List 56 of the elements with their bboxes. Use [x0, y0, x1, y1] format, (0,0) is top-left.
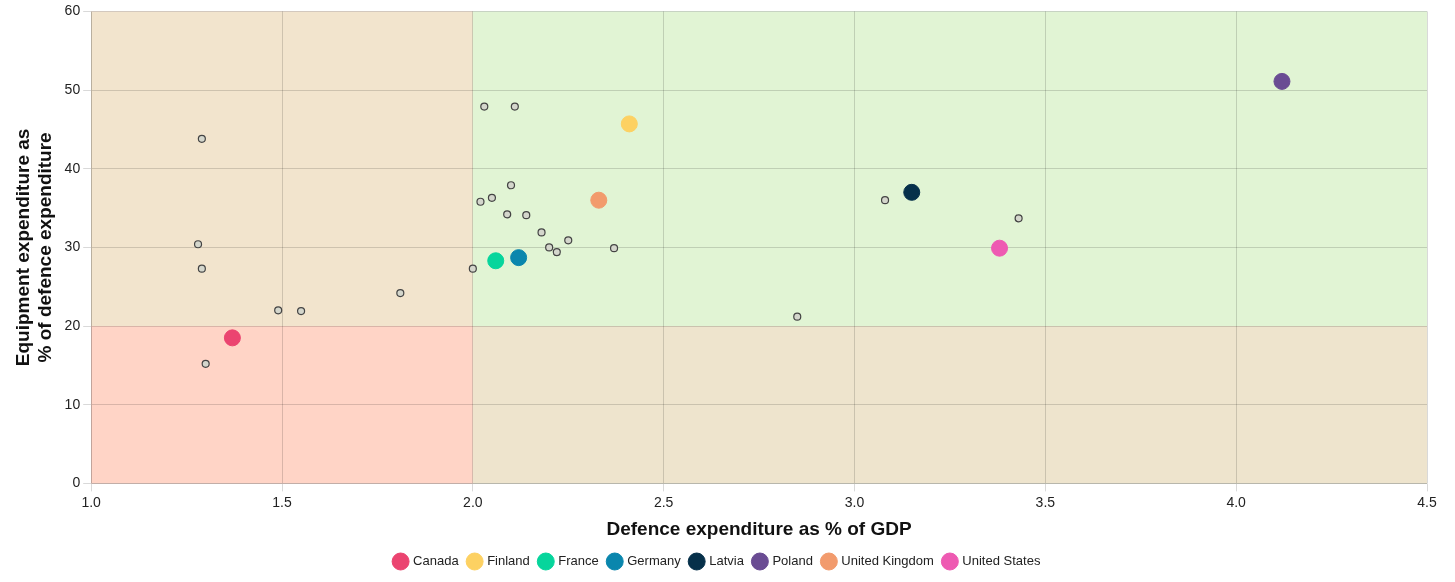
y-tick-label: 40 [64, 159, 81, 176]
point [503, 210, 512, 219]
point [274, 306, 283, 315]
legend-label: France [558, 553, 599, 569]
point [609, 244, 619, 253]
legend-label: Poland [772, 553, 813, 569]
x-axis-title: Defence expenditure as % of GDP [606, 517, 912, 539]
point [552, 248, 561, 257]
y-tick-label: 50 [64, 80, 81, 97]
point [590, 191, 608, 209]
x-tick-label: 4.0 [1226, 493, 1247, 510]
point [545, 243, 554, 252]
point [1273, 72, 1291, 90]
legend-label: United Kingdom [841, 553, 934, 569]
y-tick-label: 0 [72, 474, 81, 491]
x-tick-label: 1.0 [81, 493, 102, 510]
x-tick-label: 2.0 [463, 493, 483, 510]
legend-label: Latvia [709, 553, 745, 569]
point [880, 196, 890, 205]
point [510, 102, 519, 111]
point [564, 236, 573, 245]
legend-label: Germany [627, 553, 682, 569]
y-tick-label: 30 [64, 238, 81, 255]
y-tick-label: 60 [64, 2, 81, 19]
point [476, 197, 485, 206]
point [480, 102, 489, 111]
point [487, 252, 505, 270]
point [193, 240, 203, 249]
point [793, 312, 802, 321]
point [506, 181, 516, 190]
point [510, 249, 528, 267]
legend-label: Finland [487, 553, 530, 569]
point [537, 228, 546, 237]
point [223, 329, 241, 347]
legend-label: United States [962, 553, 1041, 569]
point [197, 134, 206, 143]
point [620, 115, 638, 133]
point [903, 183, 921, 201]
x-tick-label: 2.5 [653, 493, 674, 510]
point [201, 359, 210, 368]
x-tick-label: 1.5 [272, 493, 292, 510]
point [197, 264, 206, 273]
point [468, 264, 477, 273]
point [296, 307, 306, 316]
legend-label: Canada [413, 553, 460, 569]
x-tick-label: 3.0 [844, 493, 865, 510]
point [1014, 214, 1023, 223]
x-tick-label: 3.5 [1035, 493, 1056, 510]
y-axis-title: Equipment expenditure as % of defence expenditure [11, 128, 56, 367]
y-tick-label: 10 [64, 395, 81, 412]
point [522, 211, 531, 220]
point [396, 288, 405, 298]
point [991, 239, 1009, 257]
point [487, 193, 497, 202]
y-tick-label: 20 [64, 316, 81, 333]
x-tick-label: 4.5 [1417, 493, 1437, 510]
